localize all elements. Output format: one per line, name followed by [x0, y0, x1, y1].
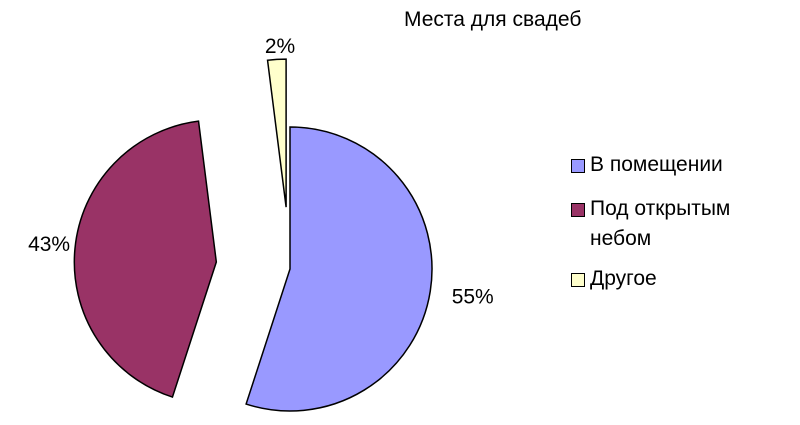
- chart-title: Места для свадеб: [404, 8, 582, 31]
- legend-item-indoor: В помещении: [571, 150, 796, 180]
- legend-swatch-other: [571, 273, 585, 287]
- legend-item-outdoor: Под открытым небом: [571, 194, 796, 254]
- pie-slice-indoor: [245, 126, 433, 412]
- legend-item-other: Другое: [571, 264, 796, 294]
- pie-slice-other: [266, 58, 287, 208]
- data-label-indoor: 55%: [452, 285, 494, 308]
- data-label-other: 2%: [265, 35, 295, 58]
- legend-label-other: Другое: [590, 267, 657, 290]
- legend-swatch-outdoor: [571, 203, 585, 217]
- legend: В помещении Под открытым небом Другое: [571, 150, 796, 308]
- pie-slice-outdoor: [73, 120, 218, 399]
- data-label-outdoor: 43%: [28, 233, 70, 256]
- legend-label-outdoor: Под открытым небом: [590, 197, 731, 250]
- legend-swatch-indoor: [571, 159, 585, 173]
- legend-label-indoor: В помещении: [590, 153, 723, 176]
